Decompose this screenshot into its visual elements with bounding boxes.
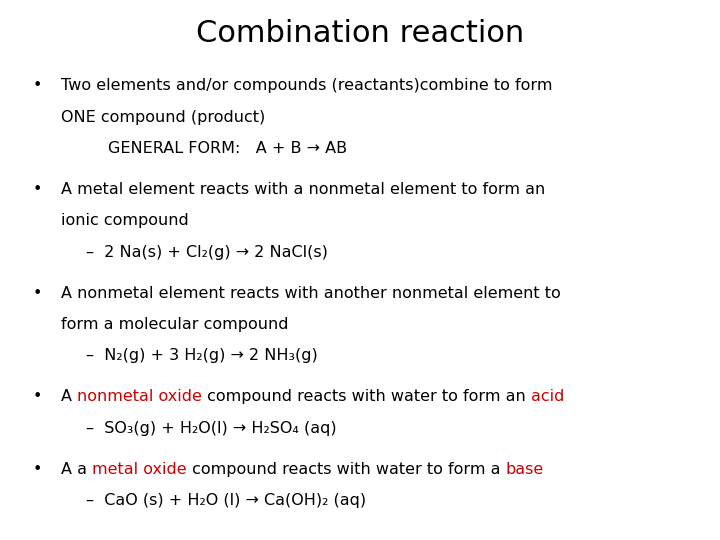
Text: –  CaO (s) + H₂O (l) → Ca(OH)₂ (aq): – CaO (s) + H₂O (l) → Ca(OH)₂ (aq) xyxy=(86,493,366,508)
Text: form a molecular compound: form a molecular compound xyxy=(61,317,289,332)
Text: A a: A a xyxy=(61,462,92,477)
Text: –  N₂(g) + 3 H₂(g) → 2 NH₃(g): – N₂(g) + 3 H₂(g) → 2 NH₃(g) xyxy=(86,348,318,363)
Text: compound reacts with water to form a: compound reacts with water to form a xyxy=(187,462,505,477)
Text: –  SO₃(g) + H₂O(l) → H₂SO₄ (aq): – SO₃(g) + H₂O(l) → H₂SO₄ (aq) xyxy=(86,421,337,436)
Text: Two elements and/or compounds (reactants)combine to form: Two elements and/or compounds (reactants… xyxy=(61,78,553,93)
Text: A nonmetal element reacts with another nonmetal element to: A nonmetal element reacts with another n… xyxy=(61,286,561,301)
Text: •: • xyxy=(32,78,42,93)
Text: GENERAL FORM:   A + B → AB: GENERAL FORM: A + B → AB xyxy=(108,141,347,156)
Text: ONE compound (product): ONE compound (product) xyxy=(61,110,266,125)
Text: base: base xyxy=(505,462,544,477)
Text: metal oxide: metal oxide xyxy=(92,462,187,477)
Text: acid: acid xyxy=(531,389,564,404)
Text: •: • xyxy=(32,286,42,301)
Text: ionic compound: ionic compound xyxy=(61,213,189,228)
Text: A metal element reacts with a nonmetal element to form an: A metal element reacts with a nonmetal e… xyxy=(61,182,546,197)
Text: •: • xyxy=(32,462,42,477)
Text: nonmetal oxide: nonmetal oxide xyxy=(77,389,202,404)
Text: A: A xyxy=(61,389,77,404)
Text: Combination reaction: Combination reaction xyxy=(196,19,524,48)
Text: –  2 Na(s) + Cl₂(g) → 2 NaCl(s): – 2 Na(s) + Cl₂(g) → 2 NaCl(s) xyxy=(86,245,328,260)
Text: compound reacts with water to form an: compound reacts with water to form an xyxy=(202,389,531,404)
Text: •: • xyxy=(32,389,42,404)
Text: •: • xyxy=(32,182,42,197)
